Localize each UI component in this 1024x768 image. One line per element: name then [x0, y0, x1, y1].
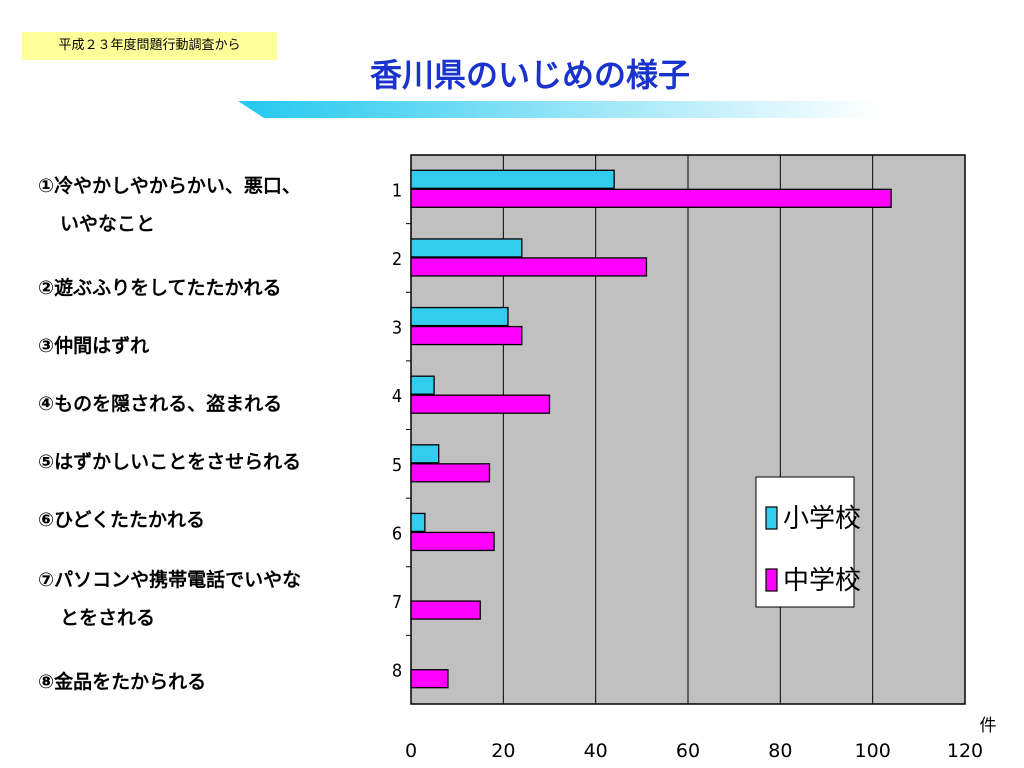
y-tick-label: 1 — [392, 180, 402, 201]
bar-junior-high — [410, 325, 523, 346]
item-text: ②遊ぶふりをしてたたかれる — [38, 277, 282, 299]
y-tick-label: 3 — [392, 318, 402, 339]
title-underline — [238, 101, 878, 118]
item-text: ⑦パソコンや携帯電話でいやな — [38, 569, 302, 591]
bar-elementary — [410, 169, 615, 189]
legend-label-junior-high: 中学校 — [783, 566, 861, 596]
bar-junior-high — [410, 257, 648, 277]
bar-elementary — [410, 375, 435, 395]
bar-elementary — [410, 306, 509, 327]
item-text: ⑤はずかしいことをさせられる — [38, 451, 302, 473]
source-tag: 平成２３年度問題行動調査から — [22, 32, 277, 60]
x-tick-label: 40 — [584, 740, 608, 762]
x-tick-label: 120 — [947, 740, 983, 762]
y-tick-label: 5 — [392, 455, 402, 476]
item-text-continued: とをされる — [60, 607, 156, 629]
bar-elementary — [410, 444, 440, 464]
slide-title: 香川県のいじめの様子 — [369, 56, 690, 94]
legend-label-elementary: 小学校 — [783, 504, 861, 534]
x-tick-label: 0 — [405, 740, 417, 762]
list-item: ①冷やかしやからかい、悪口、 いやなこと — [38, 167, 383, 243]
y-tick-label: 4 — [392, 386, 402, 407]
unit-label: 件 — [980, 716, 997, 736]
legend-swatch-elementary — [765, 506, 778, 530]
y-tick-label: 2 — [392, 249, 402, 270]
x-tick-label: 80 — [768, 740, 792, 762]
list-item: ②遊ぶふりをしてたたかれる — [38, 269, 383, 307]
legend-swatch-junior-high — [765, 568, 778, 592]
bar-junior-high — [410, 394, 551, 414]
bar-junior-high — [410, 463, 491, 483]
bar-junior-high — [410, 188, 892, 208]
list-item: ④ものを隠される、盗まれる — [38, 385, 383, 423]
bar-junior-high — [410, 600, 481, 620]
item-text: ⑧金品をたかられる — [38, 671, 207, 693]
item-text-continued: いやなこと — [60, 213, 156, 235]
item-text: ⑥ひどくたたかれる — [38, 509, 205, 531]
x-tick-label: 60 — [676, 740, 700, 762]
bar-elementary — [410, 238, 523, 258]
y-tick-label: 7 — [392, 592, 402, 613]
list-item: ⑤はずかしいことをさせられる — [38, 443, 383, 481]
bar-elementary — [410, 512, 426, 533]
item-text: ①冷やかしやからかい、悪口、 — [38, 175, 301, 197]
y-tick-label: 6 — [392, 523, 402, 544]
y-tick-label: 8 — [392, 661, 402, 682]
item-text: ④ものを隠される、盗まれる — [38, 393, 283, 415]
x-tick-label: 100 — [855, 740, 891, 762]
item-text: ③仲間はずれ — [38, 335, 150, 357]
list-item: ⑧金品をたかられる — [38, 663, 383, 701]
list-item: ⑦パソコンや携帯電話でいやな とをされる — [38, 561, 383, 637]
bar-junior-high — [410, 531, 495, 552]
list-item: ⑥ひどくたたかれる — [38, 501, 383, 539]
bar-junior-high — [410, 669, 449, 689]
list-item: ③仲間はずれ — [38, 327, 383, 365]
x-tick-label: 20 — [491, 740, 515, 762]
